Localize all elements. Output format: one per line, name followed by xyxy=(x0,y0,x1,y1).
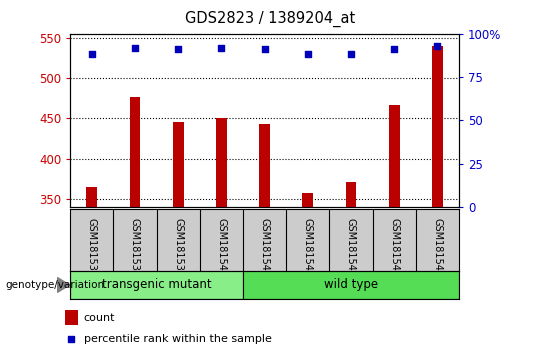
Text: GSM181539: GSM181539 xyxy=(173,218,183,277)
Bar xyxy=(216,118,227,354)
Text: percentile rank within the sample: percentile rank within the sample xyxy=(84,334,272,344)
Point xyxy=(433,43,442,48)
Point xyxy=(67,336,76,342)
Text: GSM181543: GSM181543 xyxy=(346,218,356,277)
Text: GSM181537: GSM181537 xyxy=(87,218,97,277)
Bar xyxy=(173,121,184,354)
Bar xyxy=(259,124,270,354)
Text: GSM181542: GSM181542 xyxy=(303,218,313,277)
Text: wild type: wild type xyxy=(324,279,378,291)
Text: GSM181541: GSM181541 xyxy=(260,218,269,277)
Bar xyxy=(86,187,97,354)
Bar xyxy=(130,97,140,354)
Bar xyxy=(302,193,313,354)
Point xyxy=(390,46,399,52)
Point xyxy=(347,52,355,57)
Text: GSM181544: GSM181544 xyxy=(389,218,399,277)
Polygon shape xyxy=(57,278,70,292)
Bar xyxy=(65,310,78,325)
Bar xyxy=(70,271,243,299)
Text: GSM181538: GSM181538 xyxy=(130,218,140,277)
Text: count: count xyxy=(84,313,115,323)
Point xyxy=(87,52,96,57)
Bar xyxy=(432,46,443,354)
Point xyxy=(131,45,139,50)
Text: GSM181540: GSM181540 xyxy=(217,218,226,277)
Text: GSM181545: GSM181545 xyxy=(433,218,442,277)
Point xyxy=(174,46,183,52)
Bar xyxy=(243,271,459,299)
Bar xyxy=(346,182,356,354)
Point xyxy=(260,46,269,52)
Text: transgenic mutant: transgenic mutant xyxy=(102,279,212,291)
Text: GDS2823 / 1389204_at: GDS2823 / 1389204_at xyxy=(185,11,355,27)
Text: genotype/variation: genotype/variation xyxy=(5,280,105,290)
Bar xyxy=(389,105,400,354)
Point xyxy=(217,45,226,50)
Point xyxy=(303,52,312,57)
